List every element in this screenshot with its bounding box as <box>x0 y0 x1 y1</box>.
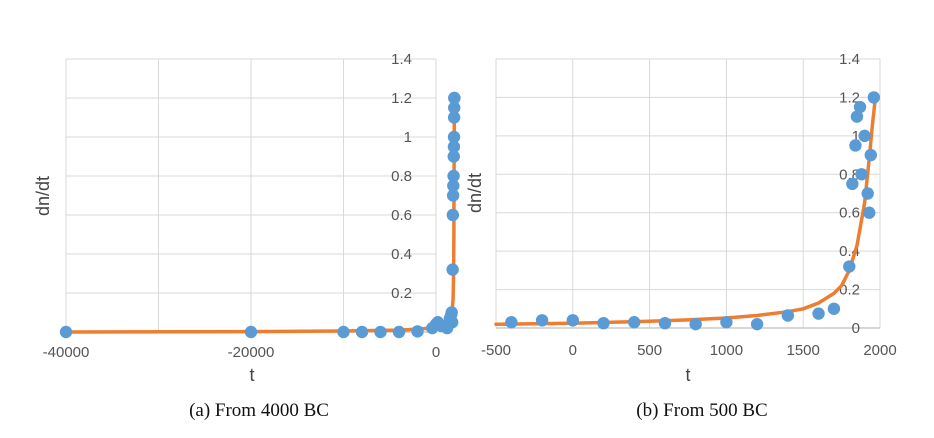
data-point <box>827 302 841 315</box>
y-tick-labels: 0.2 0.4 0.6 0.8 1 1.2 1.4 <box>391 51 412 302</box>
data-point <box>244 325 258 339</box>
y-tick-label: 1 <box>404 129 412 146</box>
data-point <box>535 314 549 327</box>
data-point <box>781 309 795 322</box>
y-tick-label: 1.4 <box>391 51 412 68</box>
data-point <box>858 129 871 143</box>
data-point <box>445 306 458 319</box>
data-point <box>447 169 460 183</box>
y-tick-label: 1.2 <box>839 89 860 106</box>
y-axis-title: dn/dt <box>465 173 485 213</box>
data-point <box>447 140 461 153</box>
gridlines <box>495 58 881 329</box>
y-tick-label: 1.2 <box>391 90 412 107</box>
data-points <box>505 91 881 331</box>
data-point <box>447 179 460 192</box>
x-tick-label: 0 <box>432 344 440 361</box>
data-point <box>658 316 672 330</box>
data-point <box>850 110 864 123</box>
data-point <box>448 101 461 114</box>
x-tick-label: 0 <box>569 342 577 359</box>
data-point <box>812 307 825 320</box>
data-points <box>59 91 461 339</box>
y-tick-label: 0.2 <box>391 285 412 302</box>
data-point <box>853 100 867 114</box>
y-tick-label: 0.6 <box>839 205 860 222</box>
data-point <box>505 316 518 329</box>
data-point <box>843 260 856 273</box>
x-tick-labels: -500 0 500 1000 1500 2000 <box>481 342 897 359</box>
data-point <box>446 189 460 202</box>
data-point <box>628 316 641 329</box>
x-tick-label: 2000 <box>863 342 896 359</box>
y-tick-label: 1.4 <box>839 51 860 68</box>
data-point <box>446 208 460 222</box>
data-point <box>447 130 461 144</box>
y-tick-label: 1 <box>852 128 860 145</box>
data-point <box>445 316 459 329</box>
data-point <box>447 111 461 124</box>
data-point <box>750 317 764 331</box>
y-tick-label: 0 <box>852 320 860 337</box>
data-point <box>867 91 881 104</box>
data-point <box>689 317 702 331</box>
data-point <box>374 325 387 339</box>
chart-panel-a: 0.2 0.4 0.6 0.8 1 1.2 1.4 -40000 -20000 0 dn/dt t (a… <box>33 51 461 421</box>
data-point <box>355 325 369 339</box>
chart-panel-b: 00.20.40.60.811.21.4-500 0 500 1000 1500 2000… <box>465 51 897 421</box>
data-point <box>337 325 350 339</box>
y-axis-title: dn/dt <box>33 176 53 216</box>
panel-caption: (b) From 500 BC <box>636 400 767 421</box>
y-tick-label: 0.2 <box>839 282 860 299</box>
x-tick-label: 500 <box>637 342 662 359</box>
y-tick-label: 0.8 <box>391 168 412 185</box>
data-point <box>846 177 859 191</box>
x-tick-label: 1000 <box>710 342 743 359</box>
data-point <box>597 316 610 330</box>
x-tick-label: -20000 <box>228 344 275 361</box>
data-point <box>863 206 876 219</box>
data-point <box>566 314 579 327</box>
y-tick-label: 0.4 <box>391 246 412 263</box>
x-tick-labels: -40000 -20000 0 <box>43 344 441 361</box>
x-axis-title: t <box>249 365 254 385</box>
y-tick-labels: 00.20.40.60.811.21.4 <box>839 51 860 337</box>
data-point <box>861 187 874 200</box>
x-axis-title: t <box>685 365 690 385</box>
data-point <box>59 325 73 339</box>
data-point <box>392 325 406 339</box>
data-point <box>855 168 868 181</box>
panel-caption: (a) From 4000 BC <box>189 400 329 421</box>
data-point <box>446 263 459 276</box>
data-point <box>448 91 461 105</box>
data-point <box>720 316 733 329</box>
data-point <box>864 148 877 162</box>
y-tick-label: 0.6 <box>391 207 412 224</box>
data-point <box>447 150 460 163</box>
gridlines <box>65 58 437 333</box>
x-tick-label: 1500 <box>787 342 820 359</box>
data-point <box>411 325 424 338</box>
fit-curve <box>494 95 878 326</box>
x-tick-label: -500 <box>481 342 511 359</box>
data-point <box>849 139 862 152</box>
x-tick-label: -40000 <box>43 344 90 361</box>
